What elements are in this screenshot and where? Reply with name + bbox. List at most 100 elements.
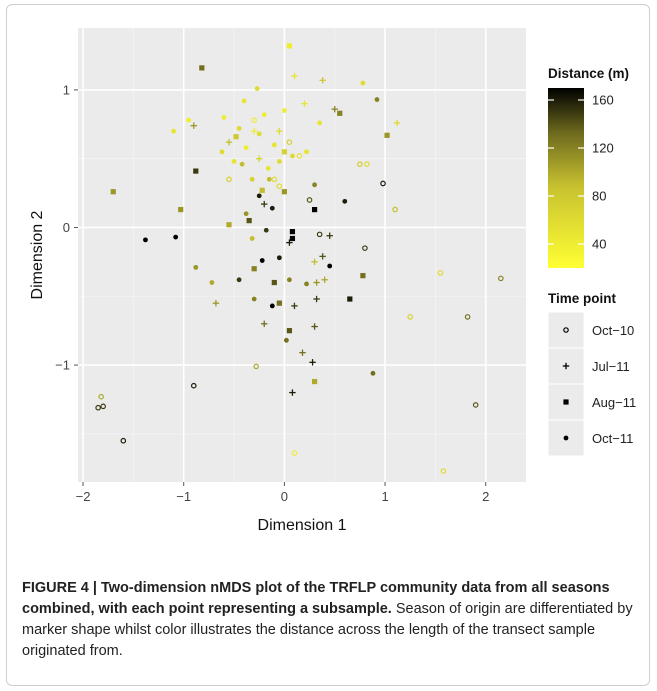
data-point bbox=[276, 159, 282, 164]
data-point bbox=[263, 227, 269, 233]
data-point bbox=[357, 161, 363, 168]
data-point bbox=[212, 299, 220, 307]
data-point bbox=[236, 126, 242, 131]
shape-legend-label: Jul−11 bbox=[592, 359, 630, 374]
data-point bbox=[186, 117, 192, 123]
x-axis-title: Dimension 1 bbox=[258, 517, 347, 534]
data-point bbox=[384, 132, 390, 138]
data-point bbox=[360, 80, 366, 86]
shape-legend-marker bbox=[563, 327, 569, 333]
data-point bbox=[276, 255, 282, 261]
color-legend-title: Distance (m) bbox=[548, 66, 629, 81]
data-point bbox=[306, 197, 313, 203]
data-point bbox=[287, 277, 292, 283]
x-tick-label: 2 bbox=[482, 489, 489, 504]
data-point bbox=[251, 296, 257, 302]
data-point bbox=[251, 266, 257, 272]
data-point bbox=[291, 450, 298, 456]
data-point bbox=[347, 296, 353, 302]
data-point bbox=[281, 108, 287, 113]
data-point bbox=[266, 176, 272, 182]
shape-legend-label: Oct−11 bbox=[592, 431, 633, 446]
y-tick-label: −1 bbox=[55, 358, 70, 373]
x-tick-label: −2 bbox=[76, 489, 91, 504]
data-point bbox=[100, 403, 106, 410]
data-point bbox=[472, 402, 479, 408]
data-point bbox=[171, 128, 177, 134]
data-point bbox=[342, 198, 348, 204]
data-point bbox=[301, 100, 308, 107]
data-point bbox=[226, 222, 232, 228]
data-point bbox=[239, 161, 245, 167]
data-point bbox=[317, 120, 323, 126]
data-point bbox=[219, 149, 225, 155]
data-point bbox=[286, 239, 293, 246]
data-point bbox=[464, 314, 471, 320]
data-point bbox=[299, 349, 306, 356]
data-point bbox=[309, 359, 316, 366]
data-point bbox=[319, 77, 326, 84]
data-point bbox=[256, 131, 262, 137]
color-legend-label: 80 bbox=[592, 189, 606, 204]
x-tick-label: −1 bbox=[176, 489, 191, 504]
data-point bbox=[243, 211, 249, 217]
color-legend-label: 160 bbox=[592, 93, 614, 108]
data-point bbox=[392, 206, 398, 213]
data-point bbox=[233, 134, 239, 140]
x-tick-label: 1 bbox=[381, 489, 388, 504]
data-point bbox=[173, 234, 179, 240]
data-point bbox=[281, 189, 287, 195]
points-layer bbox=[95, 43, 504, 474]
data-point bbox=[289, 389, 296, 396]
data-point bbox=[199, 65, 205, 71]
data-point bbox=[190, 382, 197, 389]
data-point bbox=[269, 303, 275, 309]
data-point bbox=[143, 237, 148, 243]
data-point bbox=[271, 176, 278, 183]
data-point bbox=[304, 149, 309, 155]
data-point bbox=[313, 279, 320, 286]
data-point bbox=[331, 105, 338, 113]
data-point bbox=[271, 142, 277, 148]
data-point bbox=[269, 205, 275, 211]
data-point bbox=[95, 404, 101, 411]
data-point bbox=[261, 112, 267, 118]
data-point bbox=[312, 182, 317, 188]
y-axis-title: Dimension 2 bbox=[29, 210, 46, 299]
figure-caption: FIGURE 4 | Two-dimension nMDS plot of th… bbox=[22, 578, 642, 662]
data-point bbox=[281, 149, 287, 155]
data-point bbox=[110, 189, 116, 195]
data-point bbox=[380, 180, 386, 187]
data-point bbox=[276, 183, 283, 190]
data-point bbox=[120, 437, 127, 444]
data-point bbox=[291, 72, 298, 80]
data-point bbox=[286, 43, 293, 49]
data-point bbox=[289, 229, 296, 235]
axes-layer: −2 −1 0 1 2 −1 0 1 bbox=[55, 82, 489, 504]
data-point bbox=[271, 279, 277, 286]
data-point bbox=[407, 314, 414, 320]
nmds-scatter-chart: −2 −1 0 1 2 −1 0 1 Dimension 1 Dimension 2 Dist… bbox=[29, 28, 636, 534]
data-point bbox=[364, 161, 370, 168]
data-point bbox=[311, 258, 318, 266]
data-point bbox=[261, 320, 268, 327]
shape-legend-title: Time point bbox=[548, 291, 617, 306]
shape-legend-label: Aug−11 bbox=[592, 395, 636, 410]
data-point bbox=[362, 245, 368, 251]
y-tick-label: 1 bbox=[63, 82, 70, 97]
data-point bbox=[261, 200, 268, 208]
data-point bbox=[249, 176, 255, 182]
data-point bbox=[360, 273, 366, 279]
data-point bbox=[337, 110, 343, 116]
data-point bbox=[249, 236, 255, 241]
data-point bbox=[256, 193, 262, 199]
data-point bbox=[283, 337, 289, 343]
data-point bbox=[241, 98, 247, 104]
data-point bbox=[98, 393, 104, 400]
data-point bbox=[243, 145, 249, 151]
color-legend-label: 120 bbox=[592, 141, 614, 156]
shape-legend-marker bbox=[562, 362, 570, 370]
color-legend-ticks: 160 120 80 40 bbox=[548, 93, 614, 252]
data-point bbox=[440, 468, 447, 474]
data-point bbox=[290, 153, 295, 159]
